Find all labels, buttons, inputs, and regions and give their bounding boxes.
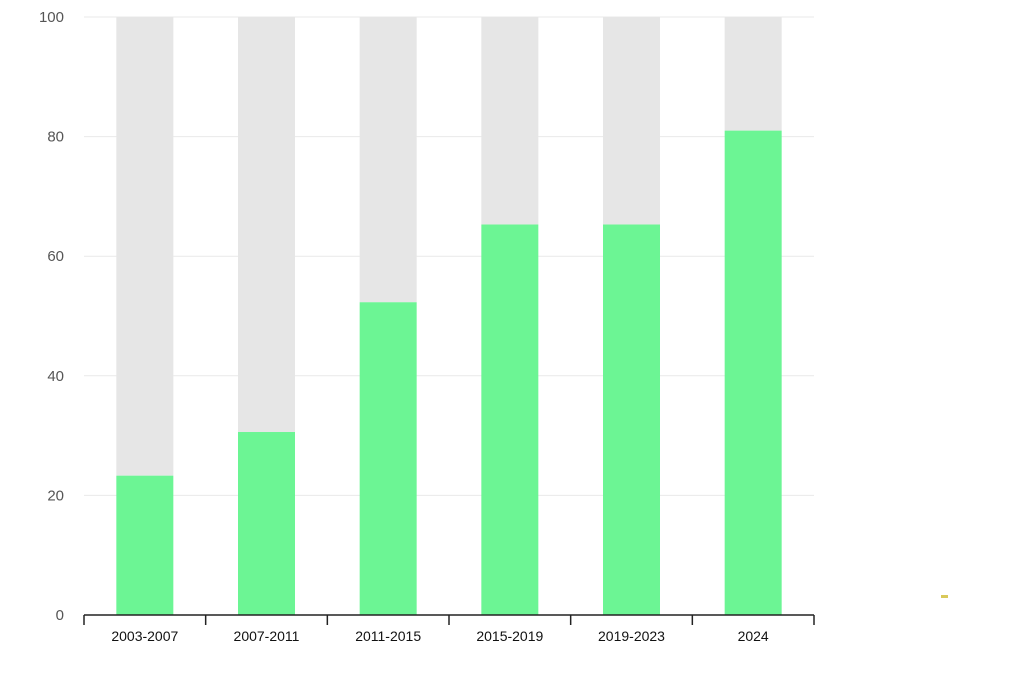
- y-tick-label: 20: [47, 487, 64, 504]
- bar: [359, 302, 417, 615]
- bars: [116, 17, 782, 616]
- y-tick-label: 0: [56, 607, 64, 624]
- x-tick-label: 2015-2019: [476, 628, 543, 644]
- gridlines: [84, 16, 814, 496]
- x-tick-label: 2007-2011: [234, 628, 300, 644]
- x-tick-label: 2024: [738, 628, 769, 644]
- bar-remainder: [238, 17, 295, 433]
- y-tick-label: 100: [39, 9, 64, 26]
- bar: [724, 130, 782, 615]
- bar-remainder: [359, 17, 417, 303]
- bar-remainder: [603, 17, 660, 225]
- bar-remainder: [724, 17, 782, 131]
- bar: [116, 475, 174, 615]
- bar: [238, 432, 295, 615]
- tick-labels: 0 20 40 60 80 100 2003-2007 2007-2011 2011-2015 2…: [39, 9, 769, 644]
- bar-remainder: [116, 17, 174, 476]
- x-tick-label: 2003-2007: [111, 628, 178, 644]
- y-tick-label: 60: [47, 248, 64, 265]
- y-tick-label: 40: [47, 368, 64, 385]
- x-tick-label: 2019-2023: [598, 628, 665, 644]
- bar-remainder: [481, 17, 539, 225]
- x-tick-label: 2011-2015: [355, 628, 421, 644]
- axes: [83, 614, 815, 625]
- bar: [481, 224, 539, 616]
- bar: [603, 224, 660, 616]
- legend-swatch: [941, 595, 948, 598]
- y-tick-label: 80: [47, 129, 64, 146]
